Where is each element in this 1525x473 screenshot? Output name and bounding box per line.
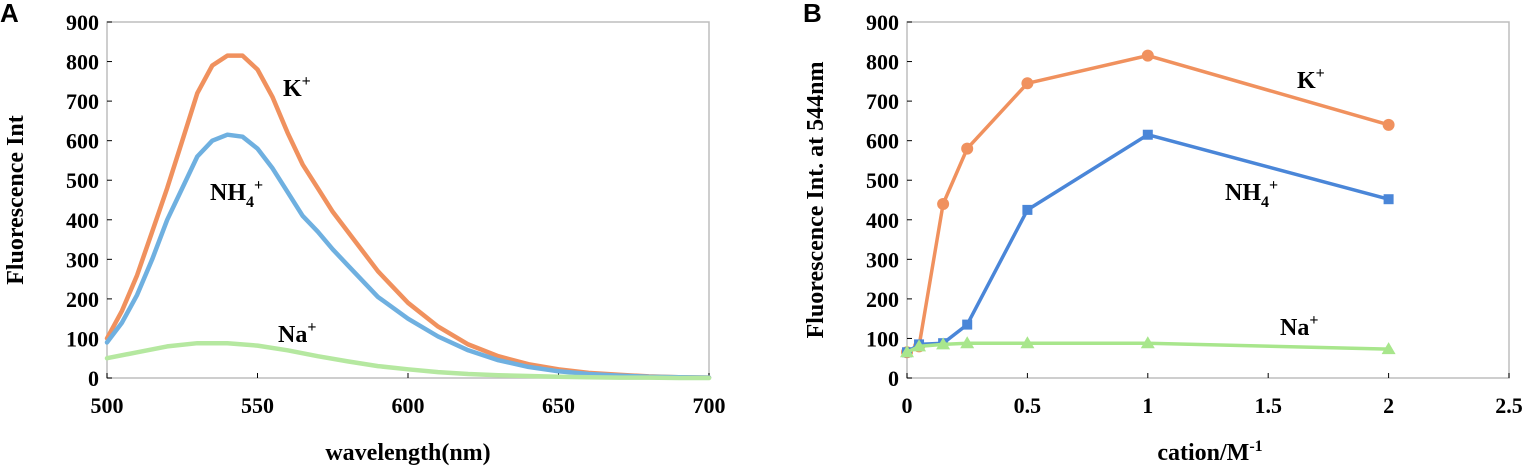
panel-b-series-line-k (905, 53, 1391, 355)
panel-b-y-axis: 0 100 200 300 400 500 600 700 800 900 (866, 10, 912, 391)
panel-b-y-tick-label: 500 (866, 168, 899, 193)
panel-a-x-tick-label: 700 (693, 393, 726, 418)
panel-b-data-point-na (912, 339, 927, 352)
panel-a-y-axis: 0 100 200 300 400 500 600 700 800 900 (66, 10, 112, 391)
panel-b-data-point-na (900, 345, 914, 358)
panel-a-y-tick-label: 100 (66, 326, 99, 351)
panel-b-y-tick-label: 600 (866, 129, 899, 154)
panel-b-x-tick-label: 1 (1142, 393, 1153, 418)
panel-b-data-point-na (1020, 336, 1035, 349)
panel-b-data-point-k (1021, 77, 1034, 90)
panel-b-data-point-nh4 (1022, 204, 1033, 215)
panel-b-y-tick-label: 800 (866, 50, 899, 75)
panel-a: A 0 100 200 300 400 500 600 700 800 900 500 550 600… (0, 0, 726, 466)
panel-a-x-tick-label: 600 (392, 393, 425, 418)
panel-b-y-tick-label: 400 (866, 208, 899, 233)
panel-a-x-tick-label: 500 (91, 393, 124, 418)
panel-b-x-tick-label: 0 (902, 393, 913, 418)
panel-a-series-label-k: K+ (283, 73, 311, 102)
panel-b-data-point-k (1141, 49, 1154, 62)
panel-b-x-tick-label: 1.5 (1254, 393, 1282, 418)
panel-a-x-tick-label: 550 (241, 393, 274, 418)
panel-b-data-point-na (1140, 336, 1155, 349)
panel-b-x-axis: 0 0.5 1 1.5 2 2.5 (902, 373, 1523, 418)
panel-a-series-line-k (104, 53, 712, 380)
panel-b-x-axis-label-sup: -1 (1249, 438, 1262, 455)
panel-a-y-tick-label: 200 (66, 287, 99, 312)
panel-b: B 0 100 200 300 400 500 600 700 800 900 0 0.5 1 1.5 2… (803, 0, 1523, 466)
panel-a-series-label-na: Na+ (278, 319, 316, 348)
panel-b-series-labels: K+ NH4+ Na+ (1225, 65, 1325, 341)
panel-a-y-tick-label: 900 (66, 10, 99, 35)
panel-a-series-line-na (104, 340, 712, 381)
panel-a-x-axis: 500 550 600 650 700 (91, 373, 726, 418)
panel-b-plot-frame (906, 21, 1510, 379)
panel-b-y-axis-label: Fluorescence Int. at 544nm (803, 62, 829, 339)
panel-a-y-tick-label: 0 (88, 366, 99, 391)
panel-a-letter: A (0, 0, 19, 28)
panel-b-y-tick-label: 700 (866, 89, 899, 114)
panel-b-series-group (900, 49, 1396, 359)
panel-b-y-tick-label: 0 (888, 366, 899, 391)
panel-b-x-axis-label: cation/M-1 (1157, 438, 1262, 466)
panel-a-y-tick-label: 300 (66, 247, 99, 272)
panel-b-y-tick-label: 300 (866, 247, 899, 272)
panel-b-series-label-na: Na+ (1280, 312, 1318, 341)
panel-b-x-axis-label-base: cation/M (1157, 440, 1249, 466)
panel-b-letter: B (803, 0, 822, 28)
panel-b-data-point-nh4 (962, 319, 973, 330)
panel-a-series-group (104, 53, 712, 381)
panel-b-data-point-k (961, 142, 974, 155)
panel-a-series-label-nh4: NH4+ (210, 177, 263, 211)
panel-a-y-tick-label: 600 (66, 129, 99, 154)
panel-b-y-tick-label: 100 (866, 326, 899, 351)
panel-a-series-line-nh4 (104, 132, 712, 380)
panel-a-y-tick-label: 800 (66, 50, 99, 75)
panel-a-y-tick-label: 500 (66, 168, 99, 193)
panel-b-series-label-k: K+ (1297, 65, 1325, 94)
panel-b-x-tick-label: 2.5 (1495, 393, 1523, 418)
panel-a-y-tick-label: 400 (66, 208, 99, 233)
panel-b-data-point-k (1382, 118, 1395, 131)
panel-b-x-tick-label: 0.5 (1014, 393, 1042, 418)
panel-b-data-point-k (937, 197, 950, 210)
panel-b-data-point-na (936, 337, 951, 350)
panel-a-series-labels: K+ NH4+ Na+ (210, 73, 316, 348)
panel-b-data-point-nh4 (1142, 129, 1153, 140)
panel-b-y-tick-label: 200 (866, 287, 899, 312)
panel-a-x-tick-label: 650 (542, 393, 575, 418)
panel-b-series-label-nh4: NH4+ (1225, 177, 1278, 211)
panel-b-data-point-na (960, 336, 975, 349)
panel-a-y-tick-label: 700 (66, 89, 99, 114)
panel-a-plot-frame (106, 21, 710, 379)
panel-a-y-axis-label: Fluorescence Int (3, 115, 29, 285)
panel-b-y-tick-label: 900 (866, 10, 899, 35)
panel-b-data-point-nh4 (1383, 194, 1394, 205)
panel-a-x-axis-label: wavelength(nm) (325, 440, 490, 466)
panel-b-x-tick-label: 2 (1383, 393, 1394, 418)
panel-b-data-point-na (1381, 342, 1396, 355)
